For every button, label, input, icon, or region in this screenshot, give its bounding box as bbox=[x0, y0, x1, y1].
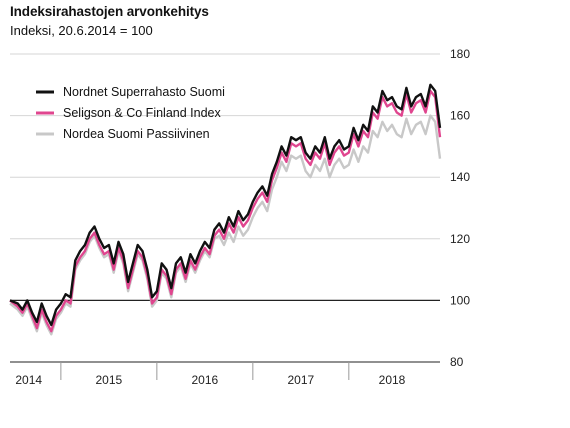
x-tick-label: 2015 bbox=[96, 373, 123, 387]
legend-label: Nordea Suomi Passiivinen bbox=[63, 127, 210, 141]
x-tick-label: 2018 bbox=[379, 373, 406, 387]
x-tick-label: 2016 bbox=[191, 373, 218, 387]
x-tick-label: 2017 bbox=[287, 373, 314, 387]
y-tick-label: 140 bbox=[450, 170, 470, 184]
y-tick-label: 80 bbox=[450, 355, 464, 369]
y-tick-label: 100 bbox=[450, 293, 470, 307]
series-line bbox=[9, 83, 442, 327]
legend-label: Nordnet Superrahasto Suomi bbox=[63, 85, 225, 99]
y-tick-label: 120 bbox=[450, 232, 470, 246]
series-line bbox=[9, 114, 442, 336]
y-tick-label: 180 bbox=[450, 47, 470, 61]
legend-label: Seligson & Co Finland Index bbox=[63, 106, 221, 120]
x-tick-label: 2014 bbox=[15, 373, 42, 387]
series-line bbox=[9, 89, 442, 333]
chart-title: Indeksirahastojen arvonkehitys bbox=[10, 4, 209, 19]
y-tick-label: 160 bbox=[450, 109, 470, 123]
chart-subtitle: Indeksi, 20.6.2014 = 100 bbox=[10, 23, 153, 38]
